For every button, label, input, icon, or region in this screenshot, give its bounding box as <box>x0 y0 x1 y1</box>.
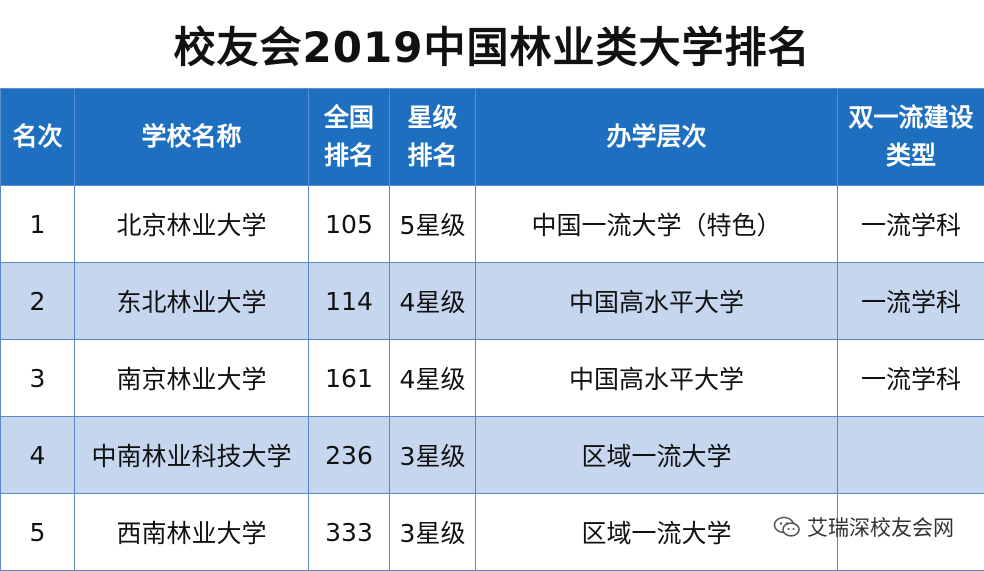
cell-national-rank: 105 <box>309 186 390 263</box>
cell-star-rank: 5星级 <box>390 186 476 263</box>
cell-star-rank: 4星级 <box>390 263 476 340</box>
cell-level: 中国高水平大学 <box>476 340 838 417</box>
watermark: 艾瑞深校友会网 <box>773 512 954 542</box>
cell-type <box>838 417 984 494</box>
cell-type: 一流学科 <box>838 186 984 263</box>
header-type: 双一流建设类型 <box>838 89 984 186</box>
cell-national-rank: 114 <box>309 263 390 340</box>
cell-school: 中南林业科技大学 <box>75 417 309 494</box>
cell-rank: 1 <box>1 186 75 263</box>
header-level: 办学层次 <box>476 89 838 186</box>
cell-level: 中国一流大学（特色） <box>476 186 838 263</box>
cell-rank: 2 <box>1 263 75 340</box>
page-title: 校友会2019中国林业类大学排名 <box>0 0 984 88</box>
cell-school: 南京林业大学 <box>75 340 309 417</box>
cell-type: 一流学科 <box>838 263 984 340</box>
header-row: 名次 学校名称 全国排名 星级排名 办学层次 双一流建设类型 <box>1 89 984 186</box>
cell-school: 东北林业大学 <box>75 263 309 340</box>
cell-national-rank: 333 <box>309 494 390 571</box>
wechat-icon <box>773 516 801 538</box>
header-star-rank: 星级排名 <box>390 89 476 186</box>
header-school: 学校名称 <box>75 89 309 186</box>
cell-national-rank: 161 <box>309 340 390 417</box>
cell-rank: 4 <box>1 417 75 494</box>
cell-level: 区域一流大学 <box>476 417 838 494</box>
cell-rank: 5 <box>1 494 75 571</box>
cell-rank: 3 <box>1 340 75 417</box>
cell-level: 中国高水平大学 <box>476 263 838 340</box>
cell-star-rank: 3星级 <box>390 417 476 494</box>
cell-school: 北京林业大学 <box>75 186 309 263</box>
cell-school: 西南林业大学 <box>75 494 309 571</box>
header-national-rank: 全国排名 <box>309 89 390 186</box>
cell-star-rank: 4星级 <box>390 340 476 417</box>
header-rank: 名次 <box>1 89 75 186</box>
watermark-text: 艾瑞深校友会网 <box>807 512 954 542</box>
cell-national-rank: 236 <box>309 417 390 494</box>
cell-type: 一流学科 <box>838 340 984 417</box>
cell-star-rank: 3星级 <box>390 494 476 571</box>
